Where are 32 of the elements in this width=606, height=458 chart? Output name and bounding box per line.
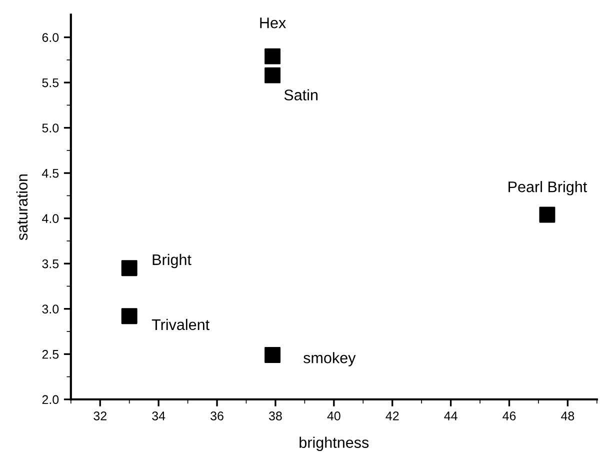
- y-axis-title: saturation: [16, 174, 28, 240]
- x-tick-label: 48: [561, 412, 574, 420]
- x-tick-label: 44: [444, 412, 458, 420]
- y-tick-label: 5.0: [42, 124, 59, 132]
- y-tick-label: 6.0: [42, 33, 59, 42]
- annotation: Bright: [152, 254, 192, 268]
- point: [539, 206, 556, 223]
- x-tick-label: 40: [327, 412, 340, 420]
- x-tick-label: 46: [502, 412, 516, 420]
- y-tick-label: 4.5: [42, 169, 59, 178]
- point: [121, 260, 138, 276]
- x-tick-label: 38: [268, 412, 282, 420]
- x-tick-label: 42: [386, 412, 399, 420]
- x-tick-label: 36: [210, 412, 224, 420]
- y-tick-label: 2.5: [42, 350, 59, 359]
- annotation: Trivalent: [152, 318, 210, 330]
- point: [264, 67, 281, 84]
- x-axis-title: brightness: [300, 436, 369, 451]
- y-tick-label: 5.5: [42, 78, 59, 88]
- x-tick-label: 32: [94, 412, 106, 420]
- annotation: smokey: [304, 352, 356, 366]
- y-tick-label: 4.0: [42, 214, 59, 223]
- annotation: Pearl Bright: [508, 181, 588, 196]
- annotation: Hex: [260, 18, 286, 28]
- y-tick-label: 3.0: [42, 304, 59, 314]
- y-tick-label: 2.0: [42, 395, 59, 404]
- y-tick-label: 3.5: [42, 259, 59, 268]
- x-tick-label: 34: [152, 412, 166, 420]
- annotation: Satin: [284, 89, 318, 100]
- point: [121, 308, 138, 324]
- point: [264, 48, 281, 64]
- point: [264, 347, 281, 363]
